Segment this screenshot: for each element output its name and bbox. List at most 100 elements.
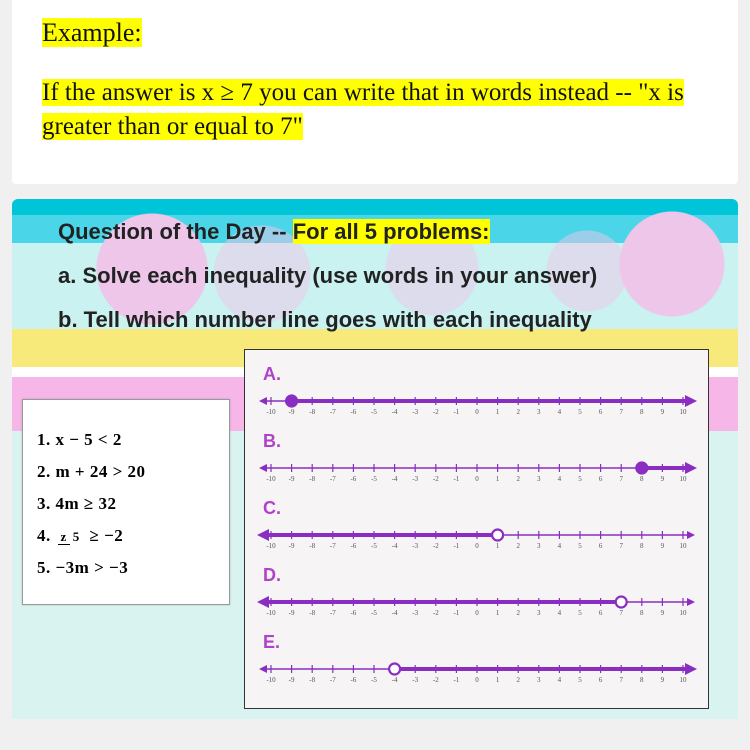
svg-text:8: 8 (640, 475, 644, 483)
numberline-row: C.-10-9-8-7-6-5-4-3-2-1012345678910 (257, 498, 696, 553)
svg-text:7: 7 (619, 609, 623, 617)
numberline-label: D. (263, 565, 696, 586)
svg-text:-10: -10 (266, 408, 276, 416)
svg-text:10: 10 (680, 475, 688, 483)
svg-text:5: 5 (578, 475, 582, 483)
svg-text:8: 8 (640, 408, 644, 416)
numberline-svg: -10-9-8-7-6-5-4-3-2-1012345678910 (257, 521, 697, 553)
svg-text:-7: -7 (330, 475, 336, 483)
svg-text:-5: -5 (371, 609, 377, 617)
svg-text:-7: -7 (330, 676, 336, 684)
svg-text:4: 4 (558, 676, 562, 684)
svg-text:-5: -5 (371, 676, 377, 684)
svg-text:0: 0 (475, 609, 479, 617)
example-title-text: Example: (42, 18, 142, 47)
svg-text:-2: -2 (433, 408, 439, 416)
svg-text:-7: -7 (330, 542, 336, 550)
svg-text:1: 1 (496, 676, 500, 684)
svg-text:9: 9 (661, 408, 665, 416)
svg-text:-5: -5 (371, 542, 377, 550)
svg-text:3: 3 (537, 408, 541, 416)
svg-text:-6: -6 (350, 475, 356, 483)
svg-text:-9: -9 (289, 542, 295, 550)
svg-text:-4: -4 (392, 609, 398, 617)
svg-text:-9: -9 (289, 408, 295, 416)
problem-2: 2. m + 24 > 20 (37, 462, 215, 482)
example-title: Example: (42, 18, 708, 48)
numberline-row: E.-10-9-8-7-6-5-4-3-2-1012345678910 (257, 632, 696, 687)
svg-text:-5: -5 (371, 408, 377, 416)
svg-text:-2: -2 (433, 676, 439, 684)
problem-5: 5. −3m > −3 (37, 558, 215, 578)
svg-text:-2: -2 (433, 609, 439, 617)
example-card: Example: If the answer is x ≥ 7 you can … (12, 0, 738, 184)
svg-text:-4: -4 (392, 542, 398, 550)
svg-text:-10: -10 (266, 475, 276, 483)
numberline-svg: -10-9-8-7-6-5-4-3-2-1012345678910 (257, 588, 697, 620)
svg-text:4: 4 (558, 475, 562, 483)
numberline-label: C. (263, 498, 696, 519)
numberline-row: B.-10-9-8-7-6-5-4-3-2-1012345678910 (257, 431, 696, 486)
numberlines-box: A.-10-9-8-7-6-5-4-3-2-1012345678910B.-10… (244, 349, 709, 709)
svg-text:6: 6 (599, 609, 603, 617)
svg-text:9: 9 (661, 676, 665, 684)
svg-text:2: 2 (516, 408, 520, 416)
problem-1: 1. x − 5 < 2 (37, 430, 215, 450)
example-body-text: If the answer is x ≥ 7 you can write tha… (42, 79, 684, 140)
svg-text:-6: -6 (350, 542, 356, 550)
qod-line-1-hl: For all 5 problems: (293, 219, 490, 244)
qod-line-2: a. Solve each inequality (use words in y… (58, 263, 718, 289)
question-header: Question of the Day -- For all 5 problem… (58, 219, 718, 351)
svg-text:5: 5 (578, 676, 582, 684)
numberline-label: E. (263, 632, 696, 653)
svg-text:1: 1 (496, 609, 500, 617)
svg-text:4: 4 (558, 542, 562, 550)
svg-text:5: 5 (578, 408, 582, 416)
svg-text:2: 2 (516, 542, 520, 550)
numberline-svg: -10-9-8-7-6-5-4-3-2-1012345678910 (257, 387, 697, 419)
svg-text:0: 0 (475, 542, 479, 550)
problem-4-pre: 4. (37, 526, 56, 545)
svg-text:10: 10 (680, 676, 688, 684)
svg-text:0: 0 (475, 676, 479, 684)
problem-4-post: ≥ −2 (85, 526, 124, 545)
svg-text:-6: -6 (350, 609, 356, 617)
svg-text:-5: -5 (371, 475, 377, 483)
svg-text:-1: -1 (453, 542, 459, 550)
svg-text:-8: -8 (309, 408, 315, 416)
svg-text:-8: -8 (309, 542, 315, 550)
svg-text:-6: -6 (350, 408, 356, 416)
svg-text:7: 7 (619, 676, 623, 684)
svg-text:-1: -1 (453, 609, 459, 617)
svg-text:-8: -8 (309, 609, 315, 617)
svg-text:-4: -4 (392, 408, 398, 416)
svg-text:9: 9 (661, 542, 665, 550)
svg-text:-4: -4 (392, 676, 398, 684)
svg-text:3: 3 (537, 676, 541, 684)
svg-text:6: 6 (599, 408, 603, 416)
svg-text:-3: -3 (412, 542, 418, 550)
svg-text:-2: -2 (433, 542, 439, 550)
svg-text:-7: -7 (330, 609, 336, 617)
svg-text:-4: -4 (392, 475, 398, 483)
svg-text:2: 2 (516, 609, 520, 617)
svg-text:6: 6 (599, 542, 603, 550)
svg-text:4: 4 (558, 408, 562, 416)
svg-text:-10: -10 (266, 609, 276, 617)
svg-text:9: 9 (661, 609, 665, 617)
qod-line-3: b. Tell which number line goes with each… (58, 307, 718, 333)
problem-4-denom: 5 (70, 529, 83, 544)
svg-text:-1: -1 (453, 475, 459, 483)
svg-text:-10: -10 (266, 676, 276, 684)
svg-text:1: 1 (496, 475, 500, 483)
svg-text:4: 4 (558, 609, 562, 617)
svg-text:10: 10 (680, 408, 688, 416)
svg-text:7: 7 (619, 475, 623, 483)
svg-text:6: 6 (599, 676, 603, 684)
qod-line-1-pre: Question of the Day -- (58, 219, 293, 244)
svg-text:-9: -9 (289, 676, 295, 684)
numberline-row: D.-10-9-8-7-6-5-4-3-2-1012345678910 (257, 565, 696, 620)
qod-line-1: Question of the Day -- For all 5 problem… (58, 219, 718, 245)
svg-text:-1: -1 (453, 408, 459, 416)
problems-box: 1. x − 5 < 2 2. m + 24 > 20 3. 4m ≥ 32 4… (22, 399, 230, 605)
